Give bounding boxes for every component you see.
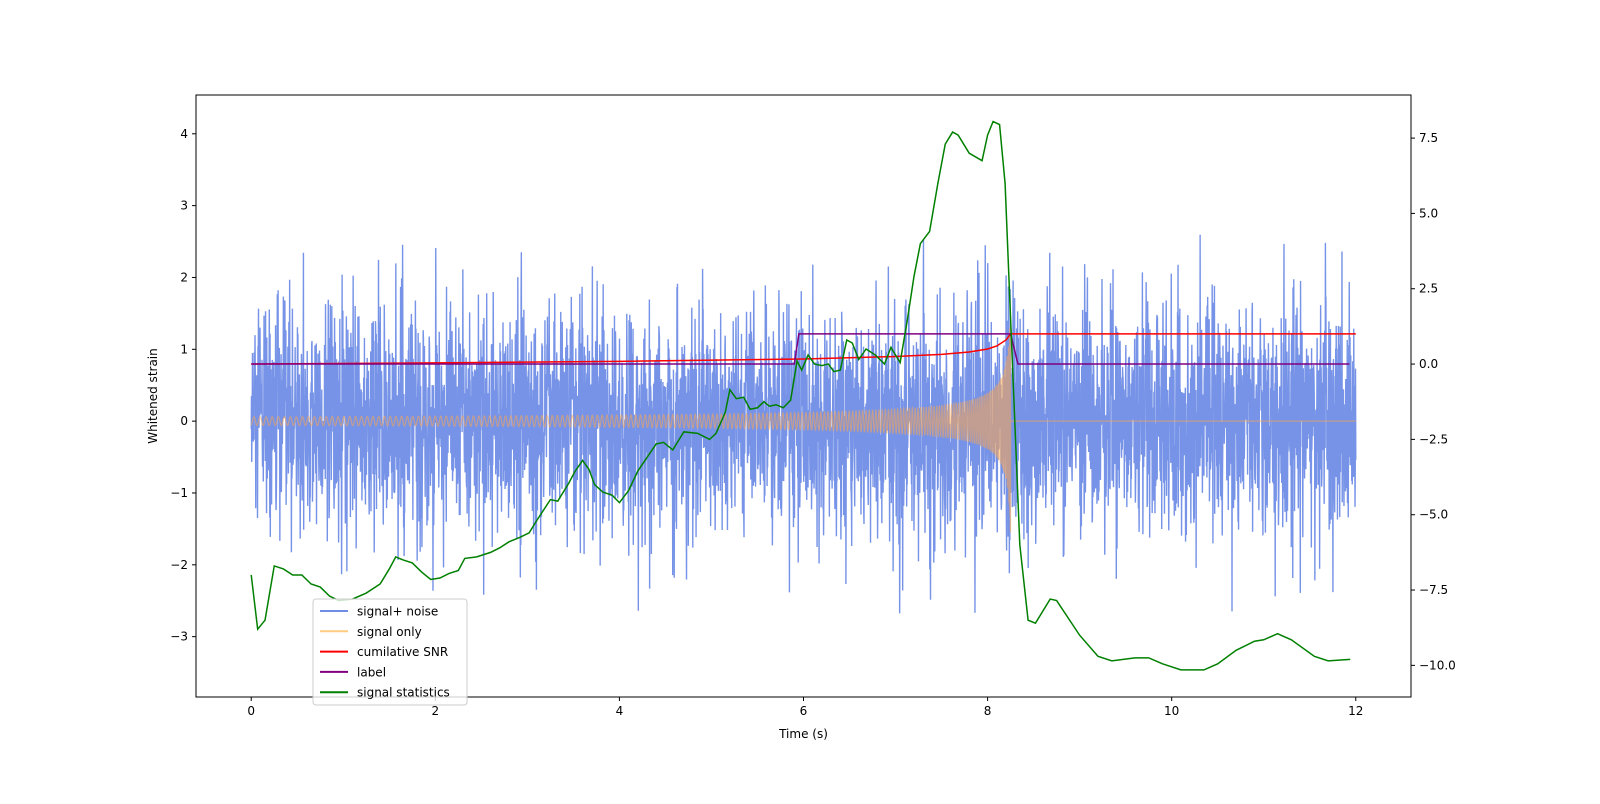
x-tick-label: 12: [1348, 704, 1363, 718]
y-right-tick-label: −5.0: [1419, 508, 1448, 522]
y-right-tick-label: −10.0: [1419, 658, 1456, 672]
x-tick-label: 8: [984, 704, 992, 718]
x-tick-label: 0: [247, 704, 255, 718]
legend-label: label: [357, 665, 386, 679]
y-right-tick-label: 0.0: [1419, 357, 1438, 371]
series-signal-only: [250, 324, 1356, 533]
legend-label: signal statistics: [357, 686, 450, 700]
y-tick-label: −3: [170, 630, 188, 644]
ticks: 0 2 4 6 8 10 12−3−2−101234−10.0−7.5−5.0−2.50.0…: [170, 127, 1455, 718]
series-signal-statistics: [250, 120, 1351, 671]
y-right-tick-label: 7.5: [1419, 131, 1438, 145]
y-tick-label: 2: [180, 270, 188, 284]
x-axis-label: Time (s): [778, 727, 828, 741]
y-tick-label: 4: [180, 127, 188, 141]
y-right-tick-label: 5.0: [1419, 206, 1438, 220]
legend-label: cumilative SNR: [357, 645, 448, 659]
x-tick-label: 6: [800, 704, 808, 718]
legend-label: signal only: [357, 625, 422, 639]
y-tick-label: −1: [170, 486, 188, 500]
y-right-tick-label: −7.5: [1419, 583, 1448, 597]
legend-label: signal+ noise: [357, 605, 438, 619]
x-tick-label: 2: [431, 704, 439, 718]
legend-box: [312, 598, 468, 706]
series-cumulative-snr: [251, 333, 1356, 365]
y-tick-label: 0: [180, 414, 188, 428]
legend: signal+ noise signal only cumilative SNR la…: [312, 598, 468, 706]
y-right-tick-label: 2.5: [1419, 282, 1438, 296]
y-right-tick-label: −2.5: [1419, 432, 1448, 446]
x-tick-label: 4: [616, 704, 624, 718]
y-tick-label: 1: [180, 342, 188, 356]
plot-area: [250, 120, 1357, 671]
y-axis-label: Whitened strain: [146, 348, 160, 444]
y-tick-label: 3: [180, 199, 188, 213]
y-tick-label: −2: [170, 558, 188, 572]
x-tick-label: 10: [1164, 704, 1179, 718]
